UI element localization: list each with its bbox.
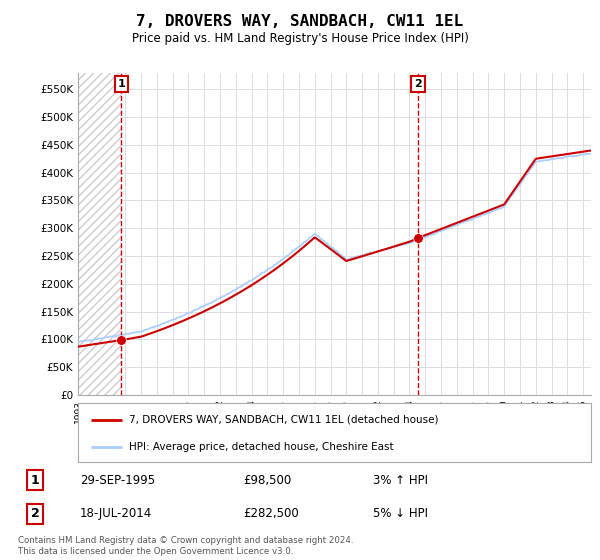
- Text: 2: 2: [414, 79, 422, 89]
- Text: 18-JUL-2014: 18-JUL-2014: [80, 507, 152, 520]
- Text: 2: 2: [31, 507, 39, 520]
- Text: 7, DROVERS WAY, SANDBACH, CW11 1EL: 7, DROVERS WAY, SANDBACH, CW11 1EL: [136, 14, 464, 29]
- Text: 1: 1: [31, 474, 39, 487]
- Text: £98,500: £98,500: [244, 474, 292, 487]
- Text: HPI: Average price, detached house, Cheshire East: HPI: Average price, detached house, Ches…: [130, 442, 394, 452]
- Text: Price paid vs. HM Land Registry's House Price Index (HPI): Price paid vs. HM Land Registry's House …: [131, 32, 469, 45]
- Text: 5% ↓ HPI: 5% ↓ HPI: [373, 507, 428, 520]
- Text: 3% ↑ HPI: 3% ↑ HPI: [373, 474, 428, 487]
- Text: 29-SEP-1995: 29-SEP-1995: [80, 474, 155, 487]
- Text: Contains HM Land Registry data © Crown copyright and database right 2024.
This d: Contains HM Land Registry data © Crown c…: [18, 536, 353, 556]
- Text: £282,500: £282,500: [244, 507, 299, 520]
- Text: 7, DROVERS WAY, SANDBACH, CW11 1EL (detached house): 7, DROVERS WAY, SANDBACH, CW11 1EL (deta…: [130, 414, 439, 424]
- Text: 1: 1: [118, 79, 125, 89]
